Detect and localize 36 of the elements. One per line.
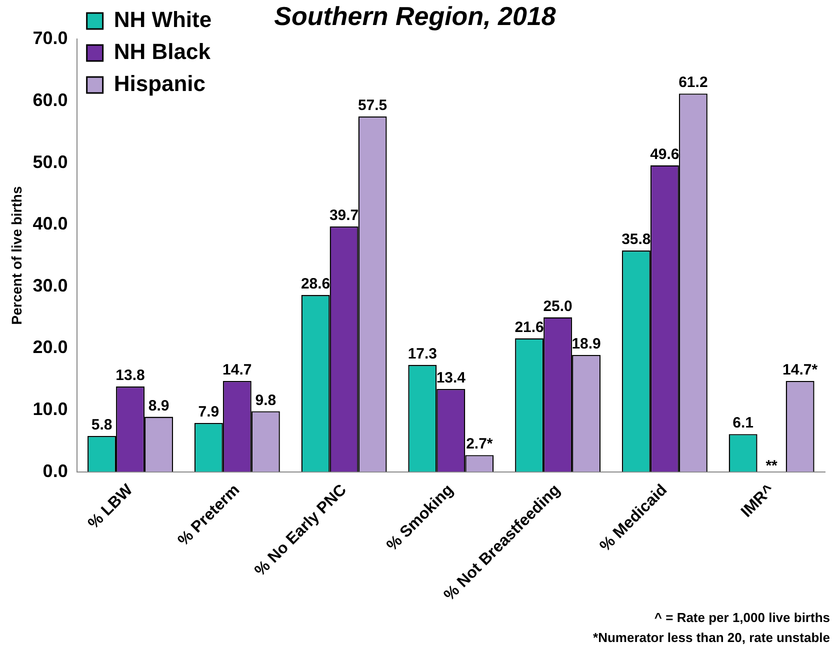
legend-label: NH Black [114, 39, 212, 64]
data-label: 5.8 [91, 416, 112, 434]
data-label: 39.7 [329, 207, 359, 224]
y-tick-label: 40.0 [32, 214, 68, 234]
y-tick-label: 0.0 [42, 460, 68, 481]
legend-label: Hispanic [114, 71, 206, 96]
y-tick-label: 50.0 [32, 152, 68, 172]
data-label: 25.0 [543, 298, 572, 315]
data-label: 9.8 [255, 392, 276, 409]
y-tick-label: 60.0 [32, 90, 68, 110]
legend-label: NH White [114, 7, 212, 32]
data-label: 17.3 [408, 346, 438, 363]
y-tick-label: 30.0 [32, 275, 68, 296]
data-label: 7.9 [198, 404, 220, 421]
text: *Numerator less than 20, rate unstable [593, 630, 830, 645]
data-label: 2.7* [466, 436, 493, 453]
data-label: 14.7* [782, 362, 818, 379]
data-label: 13.8 [116, 367, 145, 384]
data-label: 21.6 [514, 318, 544, 336]
data-label: 13.4 [436, 370, 466, 387]
y-tick-label: 10.0 [32, 398, 68, 419]
y-tick-label: 70.0 [32, 28, 68, 48]
data-label: 28.6 [300, 276, 330, 293]
y-tick-label: 20.0 [32, 337, 68, 358]
data-label: 18.9 [572, 336, 601, 353]
text: ^ = Rate per 1,000 live births [654, 610, 830, 625]
text: ** [766, 457, 778, 474]
data-label: 57.5 [358, 97, 388, 114]
data-label: 6.1 [732, 414, 754, 432]
chart-title: Southern Region, 2018 [274, 0, 556, 31]
data-label: 8.9 [148, 397, 170, 414]
data-label: 14.7 [222, 362, 252, 379]
y-axis-title: Percent of live births [8, 186, 24, 325]
data-label: 35.8 [622, 231, 651, 248]
data-label: 49.6 [650, 146, 680, 163]
data-label: 61.2 [678, 74, 708, 92]
